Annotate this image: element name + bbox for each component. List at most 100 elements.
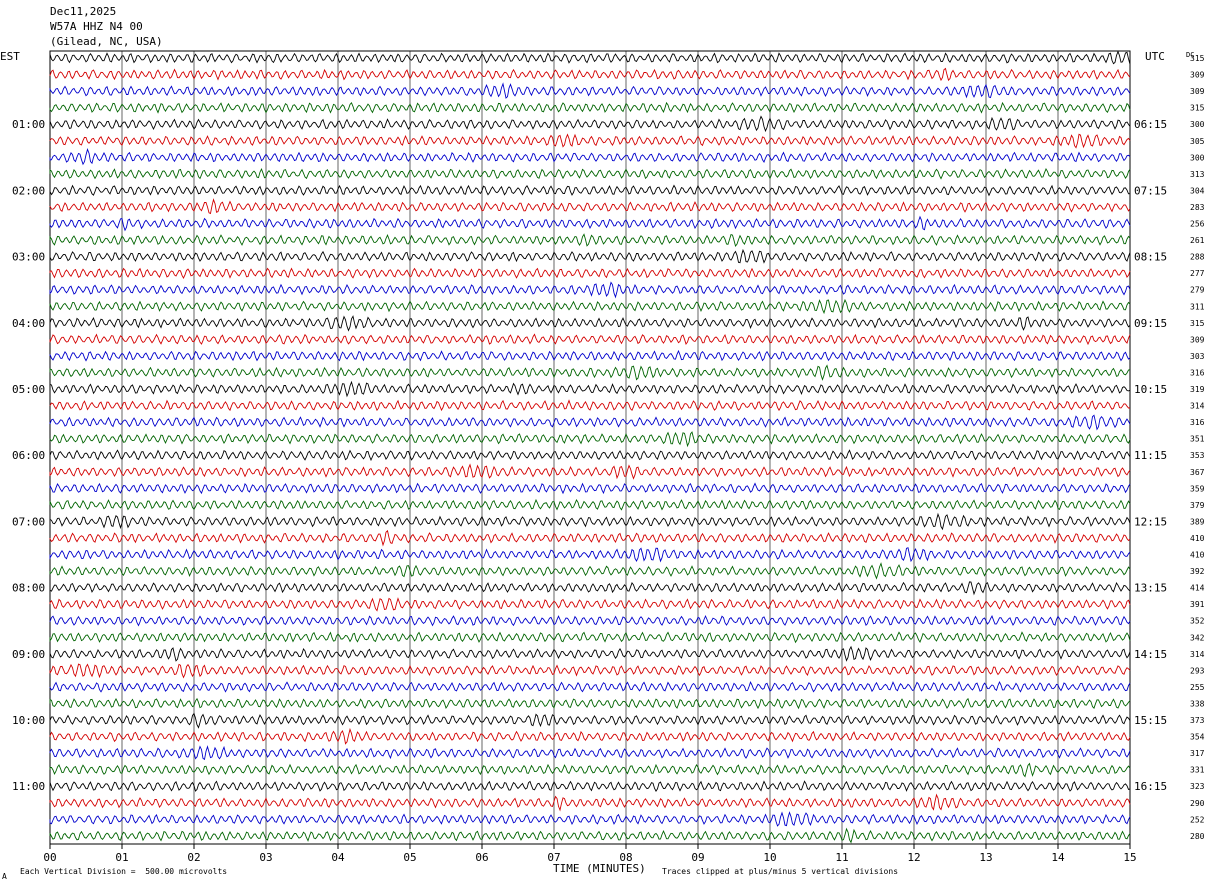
est-hour-label: 11:00 bbox=[12, 780, 45, 793]
utc-hour-label: 13:15 bbox=[1134, 582, 1167, 595]
seismic-trace bbox=[49, 529, 1131, 547]
seismic-trace bbox=[49, 697, 1131, 710]
utc-hour-label: 12:15 bbox=[1134, 515, 1167, 528]
dc-value-label: 256 bbox=[1190, 220, 1205, 229]
dc-value-label: 351 bbox=[1190, 435, 1205, 444]
seismic-trace bbox=[49, 101, 1131, 114]
est-hour-label: 09:00 bbox=[12, 648, 45, 661]
dc-value-label: 293 bbox=[1190, 666, 1205, 675]
seismic-trace bbox=[49, 727, 1131, 745]
dc-value-label: 305 bbox=[1190, 137, 1205, 146]
x-axis-title: TIME (MINUTES) bbox=[553, 862, 646, 875]
utc-zone-label: UTC bbox=[1145, 50, 1165, 63]
seismic-trace bbox=[49, 281, 1131, 299]
est-hour-label: 08:00 bbox=[12, 582, 45, 595]
x-tick-label: 05 bbox=[403, 851, 416, 864]
seismic-trace bbox=[49, 267, 1131, 279]
x-tick-label: 15 bbox=[1123, 851, 1136, 864]
seismic-trace bbox=[49, 512, 1131, 531]
seismic-trace bbox=[49, 133, 1131, 149]
seismic-trace bbox=[49, 184, 1131, 197]
header-date: Dec11,2025 bbox=[50, 5, 117, 18]
dc-value-label: 317 bbox=[1190, 749, 1205, 758]
seismic-trace bbox=[49, 198, 1131, 215]
dc-column-label: DC bbox=[1186, 51, 1194, 59]
seismic-trace bbox=[49, 82, 1131, 99]
seismic-trace bbox=[49, 215, 1131, 232]
seismic-trace bbox=[49, 349, 1131, 362]
dc-value-label: 277 bbox=[1190, 269, 1205, 278]
dc-value-label: 338 bbox=[1190, 699, 1205, 708]
est-hour-label: 02:00 bbox=[12, 184, 45, 197]
x-tick-label: 08 bbox=[619, 851, 632, 864]
utc-hour-label: 08:15 bbox=[1134, 251, 1167, 264]
dc-value-label: 315 bbox=[1190, 104, 1205, 113]
est-hour-label: 04:00 bbox=[12, 317, 45, 330]
seismic-trace bbox=[49, 547, 1131, 563]
dc-value-label: 304 bbox=[1190, 186, 1205, 195]
x-tick-label: 12 bbox=[907, 851, 920, 864]
x-tick-label: 03 bbox=[259, 851, 272, 864]
dc-value-label: 342 bbox=[1190, 633, 1205, 642]
x-tick-label: 07 bbox=[547, 851, 560, 864]
dc-value-label: 410 bbox=[1190, 551, 1205, 560]
seismic-trace bbox=[49, 762, 1131, 778]
seismic-trace bbox=[49, 67, 1131, 82]
seismic-trace bbox=[49, 233, 1131, 247]
dc-value-label: 359 bbox=[1190, 484, 1205, 493]
est-hour-label: 01:00 bbox=[12, 118, 45, 131]
seismic-trace bbox=[49, 147, 1131, 166]
dc-value-label: 354 bbox=[1190, 733, 1205, 742]
seismic-trace bbox=[49, 645, 1131, 662]
seismic-trace bbox=[49, 597, 1131, 612]
x-tick-label: 13 bbox=[979, 851, 992, 864]
dc-value-label: 255 bbox=[1190, 683, 1205, 692]
dc-value-label: 316 bbox=[1190, 368, 1205, 377]
utc-hour-label: 06:15 bbox=[1134, 118, 1167, 131]
dc-value-label: 414 bbox=[1190, 584, 1205, 593]
utc-hour-label: 11:15 bbox=[1134, 449, 1167, 462]
dc-value-label: 309 bbox=[1190, 335, 1205, 344]
utc-hour-label: 16:15 bbox=[1134, 780, 1167, 793]
dc-value-label: 315 bbox=[1190, 54, 1205, 63]
est-hour-label: 03:00 bbox=[12, 251, 45, 264]
seismic-trace bbox=[49, 449, 1131, 462]
seismic-trace bbox=[49, 614, 1131, 627]
seismic-trace bbox=[49, 482, 1131, 495]
seismic-trace bbox=[49, 663, 1131, 679]
dc-value-label: 367 bbox=[1190, 468, 1205, 477]
dc-value-label: 391 bbox=[1190, 600, 1205, 609]
dc-value-label: 314 bbox=[1190, 650, 1205, 659]
dc-value-label: 353 bbox=[1190, 451, 1205, 460]
seismic-trace bbox=[49, 745, 1131, 761]
x-tick-label: 10 bbox=[763, 851, 776, 864]
seismic-trace bbox=[49, 399, 1130, 412]
dc-value-label: 280 bbox=[1190, 832, 1205, 841]
dc-value-label: 389 bbox=[1190, 517, 1205, 526]
dc-value-label: 309 bbox=[1190, 71, 1205, 80]
x-tick-label: 00 bbox=[43, 851, 56, 864]
dc-value-label: 319 bbox=[1190, 385, 1205, 394]
dc-value-label: 379 bbox=[1190, 501, 1205, 510]
seismic-trace bbox=[49, 780, 1131, 792]
seismic-trace bbox=[49, 333, 1131, 346]
seismic-trace bbox=[49, 315, 1131, 332]
seismic-trace bbox=[49, 681, 1131, 693]
seismic-trace bbox=[49, 827, 1131, 844]
utc-hour-label: 07:15 bbox=[1134, 184, 1167, 197]
dc-value-label: 279 bbox=[1190, 286, 1205, 295]
dc-value-label: 261 bbox=[1190, 236, 1205, 245]
dc-value-label: 316 bbox=[1190, 418, 1205, 427]
dc-value-label: 303 bbox=[1190, 352, 1205, 361]
dc-value-label: 314 bbox=[1190, 402, 1205, 411]
seismic-trace bbox=[49, 431, 1131, 448]
utc-hour-label: 14:15 bbox=[1134, 648, 1167, 661]
x-tick-label: 02 bbox=[187, 851, 200, 864]
dc-value-label: 311 bbox=[1190, 302, 1205, 311]
x-tick-label: 06 bbox=[475, 851, 488, 864]
dc-value-label: 252 bbox=[1190, 815, 1205, 824]
plot-frame bbox=[49, 50, 1131, 845]
est-hour-label: 05:00 bbox=[12, 383, 45, 396]
dc-value-label: 300 bbox=[1190, 153, 1205, 162]
